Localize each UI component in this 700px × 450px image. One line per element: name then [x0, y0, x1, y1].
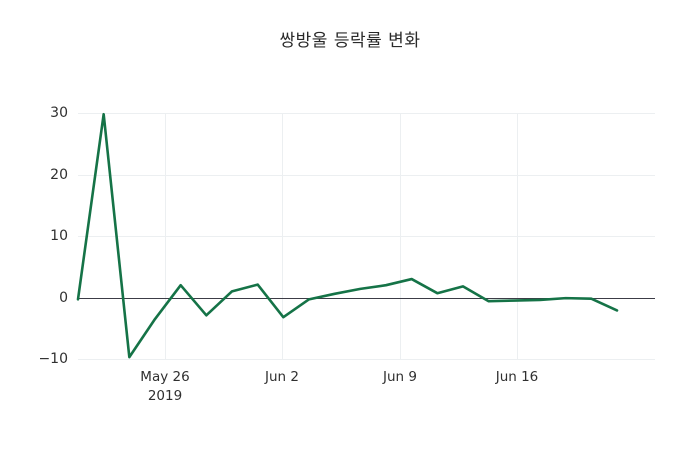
series-line: [76, 112, 619, 359]
y-tick-label: 10: [50, 228, 68, 244]
x-tick-label: Jun 2: [265, 368, 299, 387]
y-tick-label: 30: [50, 105, 68, 121]
x-tick-label-text: Jun 2: [265, 369, 299, 385]
gridline-horizontal: [78, 174, 655, 176]
y-axis-tick-labels: 30 20 10 0 −10: [0, 105, 68, 367]
y-tick-label: −10: [38, 351, 68, 367]
chart-title: 쌍방울 등락률 변화: [279, 31, 421, 51]
y-tick-label: 20: [50, 166, 68, 183]
y-tick-label: 0: [59, 289, 68, 306]
gridline-horizontal: [78, 113, 655, 114]
x-tick-label-text: May 26: [140, 369, 190, 385]
gridline-vertical: [517, 113, 518, 359]
gridline-vertical: [282, 113, 283, 359]
gridline-horizontal: [78, 359, 655, 360]
x-tick-label: Jun 16: [496, 368, 539, 387]
x-axis-tick-labels: May 26 2019 Jun 2 Jun 9 Jun 16: [0, 368, 700, 428]
x-tick-label: Jun 9: [383, 368, 417, 387]
line-series-chart: [76, 112, 619, 359]
x-tick-label-text: Jun 9: [383, 369, 417, 385]
x-tick-label: May 26 2019: [140, 368, 189, 406]
x-tick-label-text: Jun 16: [495, 369, 539, 385]
plot-area: [76, 112, 655, 360]
x-tick-sublabel-year: 2019: [147, 388, 183, 404]
gridline-vertical: [400, 113, 401, 359]
gridline-vertical: [165, 113, 166, 359]
zero-baseline: [78, 297, 655, 299]
gridline-horizontal: [78, 236, 655, 237]
